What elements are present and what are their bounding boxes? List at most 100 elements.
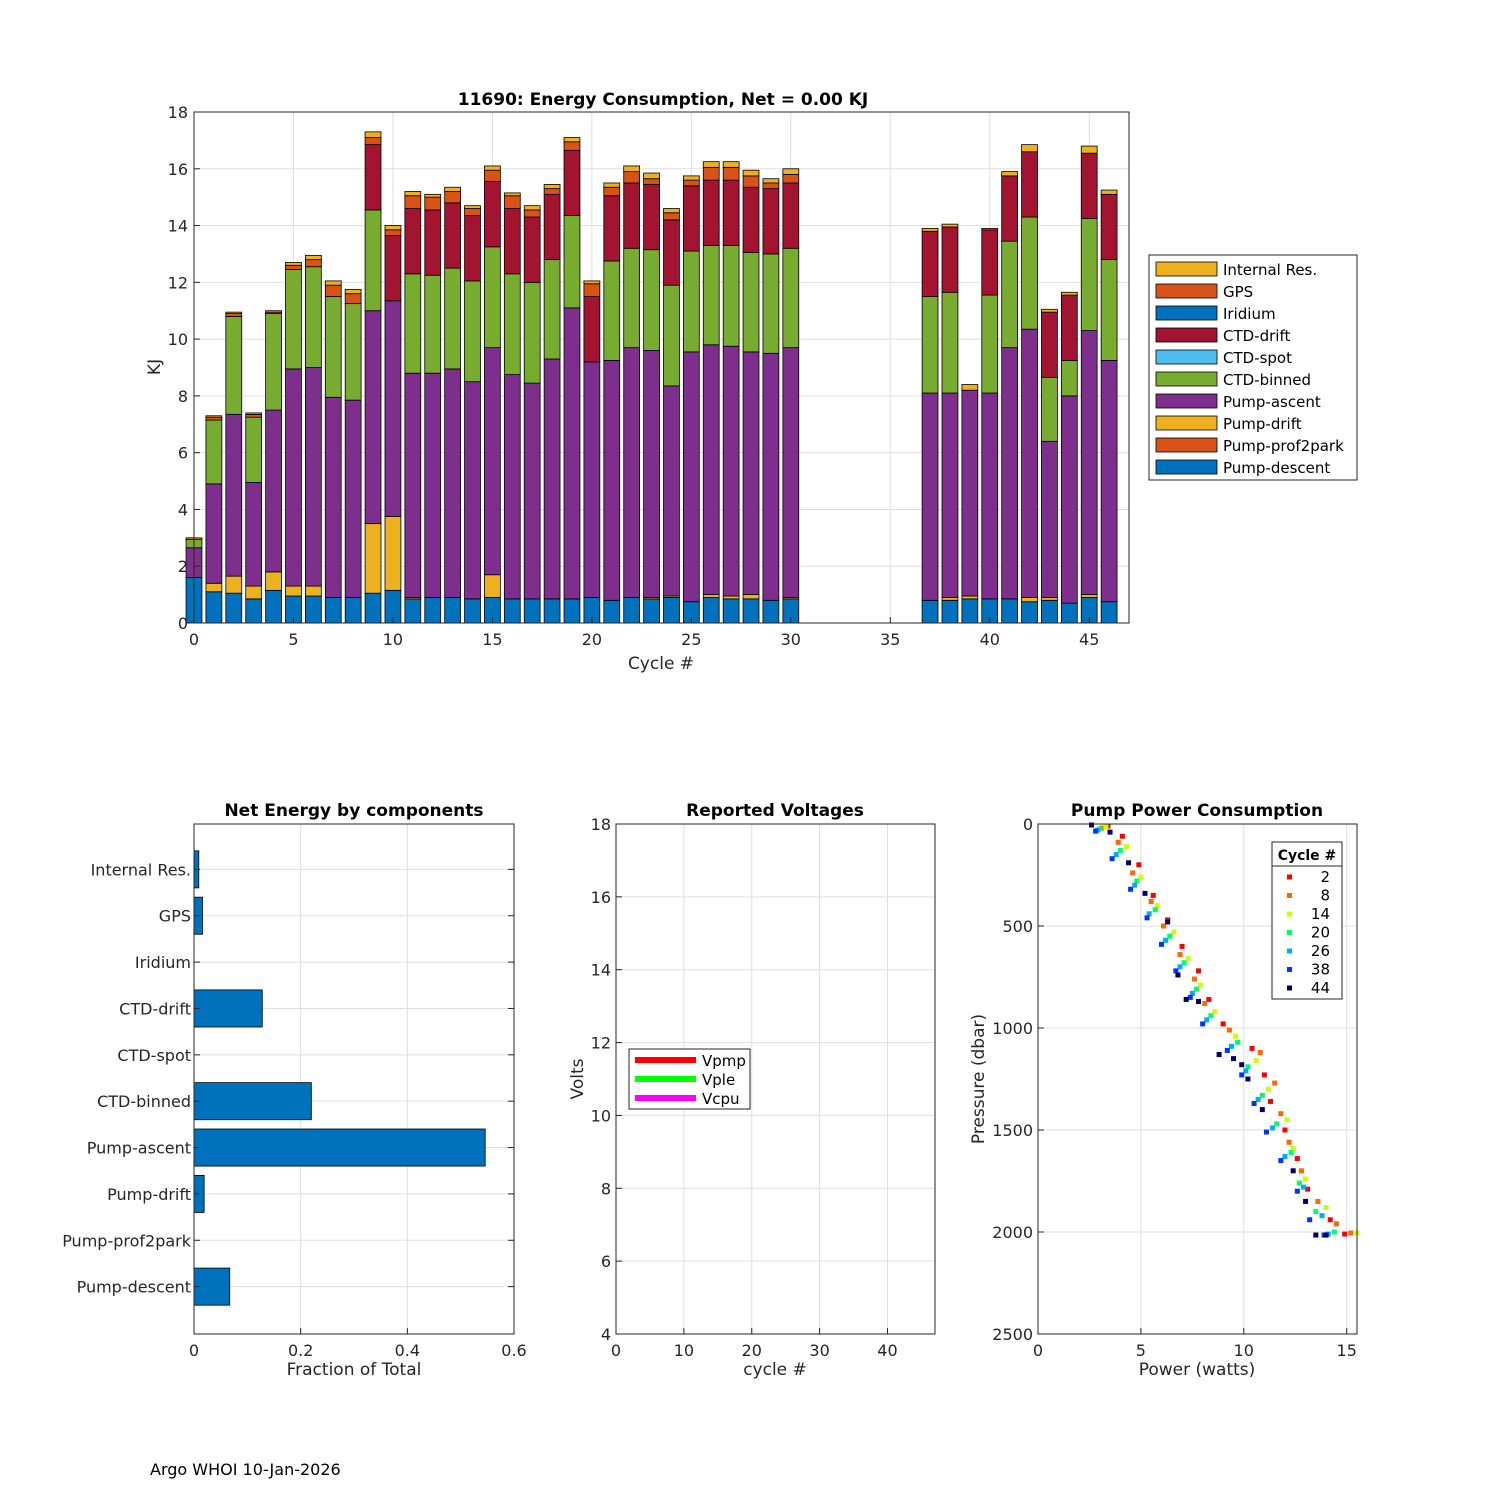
pump-point	[1294, 1156, 1300, 1162]
energy-bar-segment	[1080, 330, 1098, 596]
pump-ytick-label: 1000	[992, 1019, 1033, 1038]
energy-bar-segment	[603, 599, 621, 624]
pump-point	[1303, 1176, 1309, 1182]
energy-bar-segment	[424, 196, 442, 211]
voltages-ytick-label: 4	[601, 1325, 611, 1344]
pump-xtick-label: 10	[1234, 1341, 1254, 1360]
pump-xtick-label: 5	[1136, 1341, 1146, 1360]
pump-point	[1245, 1064, 1251, 1070]
pump-point	[1196, 998, 1202, 1004]
pump-point	[1278, 1111, 1284, 1117]
energy-bar-segment	[404, 191, 422, 197]
energy-bar-segment	[543, 188, 561, 195]
pump-point	[1255, 1096, 1261, 1102]
pump-ytick-label: 2500	[992, 1325, 1033, 1344]
pump-point	[1167, 933, 1173, 939]
pump-point	[1286, 1139, 1292, 1145]
pump-point	[1313, 1209, 1319, 1215]
energy-bar-segment	[424, 372, 442, 598]
energy-bar-segment	[543, 598, 561, 624]
energy-bar-segment	[643, 178, 660, 185]
energy-bar-segment	[324, 396, 342, 598]
pump-point	[1179, 943, 1185, 949]
pump-legend-label: 38	[1311, 961, 1330, 979]
energy-xtick-label: 25	[681, 630, 701, 649]
energy-bar-segment	[762, 599, 780, 624]
pump-point	[1158, 941, 1164, 947]
pump-point	[1117, 848, 1123, 854]
energy-bar-segment	[1001, 171, 1018, 177]
energy-legend-swatch	[1155, 371, 1218, 387]
pump-xlabel: Power (watts)	[1139, 1360, 1256, 1380]
energy-bar-segment	[742, 175, 760, 188]
pump-point	[1243, 1068, 1249, 1074]
energy-legend-swatch	[1155, 261, 1218, 277]
energy-bar-segment	[265, 310, 282, 313]
pump-point	[1113, 852, 1119, 858]
energy-legend-swatch	[1155, 415, 1218, 431]
pump-point	[1119, 833, 1125, 839]
energy-bar-segment	[722, 595, 740, 600]
pump-point	[1089, 822, 1095, 828]
voltages-ytick-label: 6	[601, 1252, 611, 1271]
energy-xtick-label: 0	[189, 630, 199, 649]
voltages-legend-label: Vple	[702, 1071, 735, 1089]
energy-bar-segment	[305, 266, 322, 368]
energy-bar-segment	[623, 347, 641, 598]
energy-bar-segment	[464, 205, 481, 209]
energy-bar-segment	[702, 597, 720, 624]
pump-point	[1323, 1205, 1329, 1211]
pump-point	[1300, 1184, 1306, 1190]
energy-bar-segment	[265, 313, 282, 411]
components-xlabel: Fraction of Total	[287, 1360, 422, 1380]
pump-point	[1245, 1076, 1251, 1082]
energy-bar-segment	[921, 296, 939, 394]
energy-bar-segment	[762, 182, 780, 190]
pump-point	[1183, 996, 1189, 1002]
pump-point	[1206, 996, 1212, 1002]
energy-xlabel: Cycle #	[628, 654, 694, 674]
pump-point	[1249, 1045, 1255, 1051]
energy-bar-segment	[245, 413, 263, 418]
pump-title: Pump Power Consumption	[1071, 801, 1323, 821]
energy-bar-segment	[1080, 218, 1098, 331]
pump-legend-marker	[1287, 893, 1292, 898]
pump-legend-label: 8	[1320, 887, 1330, 905]
energy-bar-segment	[424, 274, 442, 374]
pump-point	[1193, 986, 1199, 992]
energy-bar-segment	[722, 598, 740, 624]
energy-bar-segment	[742, 169, 760, 177]
pump-point	[1323, 1232, 1329, 1238]
energy-bar-segment	[1100, 601, 1118, 624]
energy-legend-label: Pump-drift	[1223, 415, 1302, 433]
energy-bar-segment	[1021, 601, 1038, 624]
energy-bar-segment	[722, 161, 740, 168]
energy-bar-segment	[523, 209, 541, 218]
pump-point	[1181, 960, 1187, 966]
reported-voltages-chart: 0 10 20 30 40 4 6 8 10 12 14 16 18 Reported Voltages…	[568, 801, 936, 1380]
energy-bar-segment	[643, 183, 660, 251]
energy-legend-swatch	[1155, 327, 1218, 343]
voltages-ytick-label: 18	[591, 815, 611, 834]
energy-bar-segment	[643, 249, 660, 351]
components-bar	[193, 1082, 312, 1121]
energy-bar-segment	[225, 311, 243, 314]
energy-bar-segment	[782, 347, 800, 598]
energy-ytick-label: 6	[178, 444, 188, 463]
energy-bar-segment	[285, 269, 302, 370]
energy-bar-segment	[464, 208, 481, 217]
pump-point	[1298, 1168, 1304, 1174]
energy-bar-segment	[583, 283, 601, 297]
energy-bar-segment	[682, 351, 700, 603]
energy-bar-segment	[563, 307, 581, 600]
pump-point	[1259, 1092, 1265, 1098]
energy-bars	[185, 131, 1118, 624]
pump-power-chart: 0 5 10 15 0 500 1000 1500 2000 2500 Pump Power Co…	[969, 801, 1360, 1380]
energy-bar-segment	[981, 227, 999, 231]
energy-bar-segment	[762, 253, 780, 354]
components-xtick-label: 0.4	[395, 1341, 420, 1360]
energy-bar-segment	[384, 300, 402, 517]
pump-axes-box	[1037, 823, 1358, 1335]
pump-point	[1126, 860, 1132, 866]
